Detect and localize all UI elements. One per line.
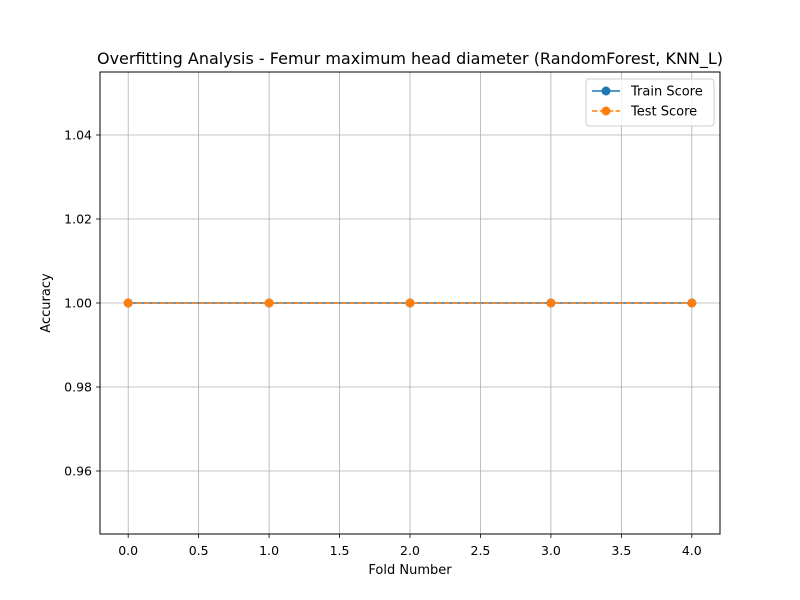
test-score-point xyxy=(546,298,556,308)
x-tick-label: 2.0 xyxy=(400,543,420,558)
y-tick-label: 1.00 xyxy=(64,296,92,311)
y-tick-label: 1.04 xyxy=(64,128,92,143)
x-tick-label: 4.0 xyxy=(682,543,702,558)
y-tick-label: 1.02 xyxy=(64,212,92,227)
test-score-point xyxy=(405,298,415,308)
y-tick-label: 0.98 xyxy=(64,380,92,395)
x-tick-label: 0.0 xyxy=(118,543,138,558)
axis-ticks: 0.0 0.5 1.0 1.5 2.0 2.5 3.0 3.5 4.0 0.96 0.98 1.00 1… xyxy=(64,128,702,559)
train-score-legend-marker xyxy=(601,86,611,96)
x-axis-label: Fold Number xyxy=(368,563,452,578)
chart-title: Overfitting Analysis - Femur maximum hea… xyxy=(97,49,723,69)
test-score-point xyxy=(687,298,697,308)
series-group xyxy=(123,298,697,308)
x-tick-label: 3.5 xyxy=(611,543,631,558)
x-tick-label: 3.0 xyxy=(541,543,561,558)
test-score-legend-label: Test Score xyxy=(630,105,697,120)
test-score-point xyxy=(123,298,133,308)
x-tick-label: 0.5 xyxy=(189,543,209,558)
x-tick-label: 2.5 xyxy=(471,543,491,558)
test-score-point xyxy=(264,298,274,308)
test-score-legend-marker xyxy=(601,106,611,116)
x-tick-label: 1.5 xyxy=(330,543,350,558)
legend: Train Score Test Score xyxy=(585,78,715,127)
y-axis-label: Accuracy xyxy=(39,273,54,333)
train-score-legend-label: Train Score xyxy=(630,85,703,100)
y-tick-label: 0.96 xyxy=(64,464,92,479)
x-tick-label: 1.0 xyxy=(259,543,279,558)
